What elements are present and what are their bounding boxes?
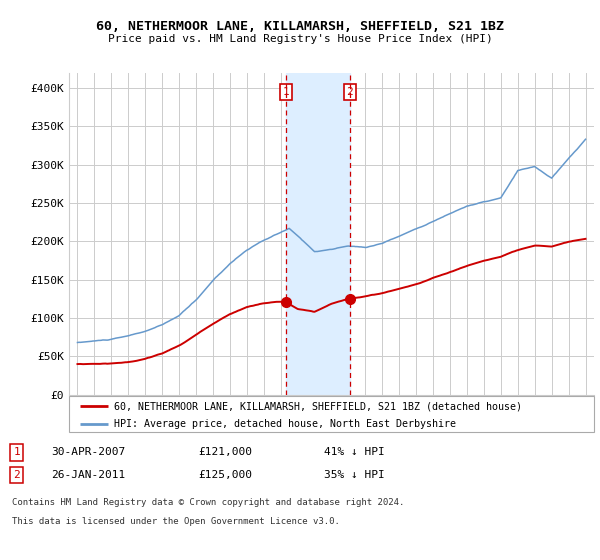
Text: £121,000: £121,000 [198, 447, 252, 458]
Text: 30-APR-2007: 30-APR-2007 [51, 447, 125, 458]
Text: Price paid vs. HM Land Registry's House Price Index (HPI): Price paid vs. HM Land Registry's House … [107, 34, 493, 44]
Text: Contains HM Land Registry data © Crown copyright and database right 2024.: Contains HM Land Registry data © Crown c… [12, 498, 404, 507]
Text: £125,000: £125,000 [198, 470, 252, 480]
Text: 1: 1 [13, 447, 20, 458]
Text: HPI: Average price, detached house, North East Derbyshire: HPI: Average price, detached house, Nort… [113, 419, 455, 430]
Text: 2: 2 [346, 87, 353, 97]
Text: 35% ↓ HPI: 35% ↓ HPI [324, 470, 385, 480]
FancyBboxPatch shape [69, 396, 594, 432]
Text: This data is licensed under the Open Government Licence v3.0.: This data is licensed under the Open Gov… [12, 517, 340, 526]
Bar [286, 73, 350, 395]
Text: 60, NETHERMOOR LANE, KILLAMARSH, SHEFFIELD, S21 1BZ: 60, NETHERMOOR LANE, KILLAMARSH, SHEFFIE… [96, 20, 504, 32]
Text: 26-JAN-2011: 26-JAN-2011 [51, 470, 125, 480]
Text: 2: 2 [13, 470, 20, 480]
Text: 1: 1 [283, 87, 290, 97]
Text: 41% ↓ HPI: 41% ↓ HPI [324, 447, 385, 458]
Text: 60, NETHERMOOR LANE, KILLAMARSH, SHEFFIELD, S21 1BZ (detached house): 60, NETHERMOOR LANE, KILLAMARSH, SHEFFIE… [113, 401, 521, 411]
